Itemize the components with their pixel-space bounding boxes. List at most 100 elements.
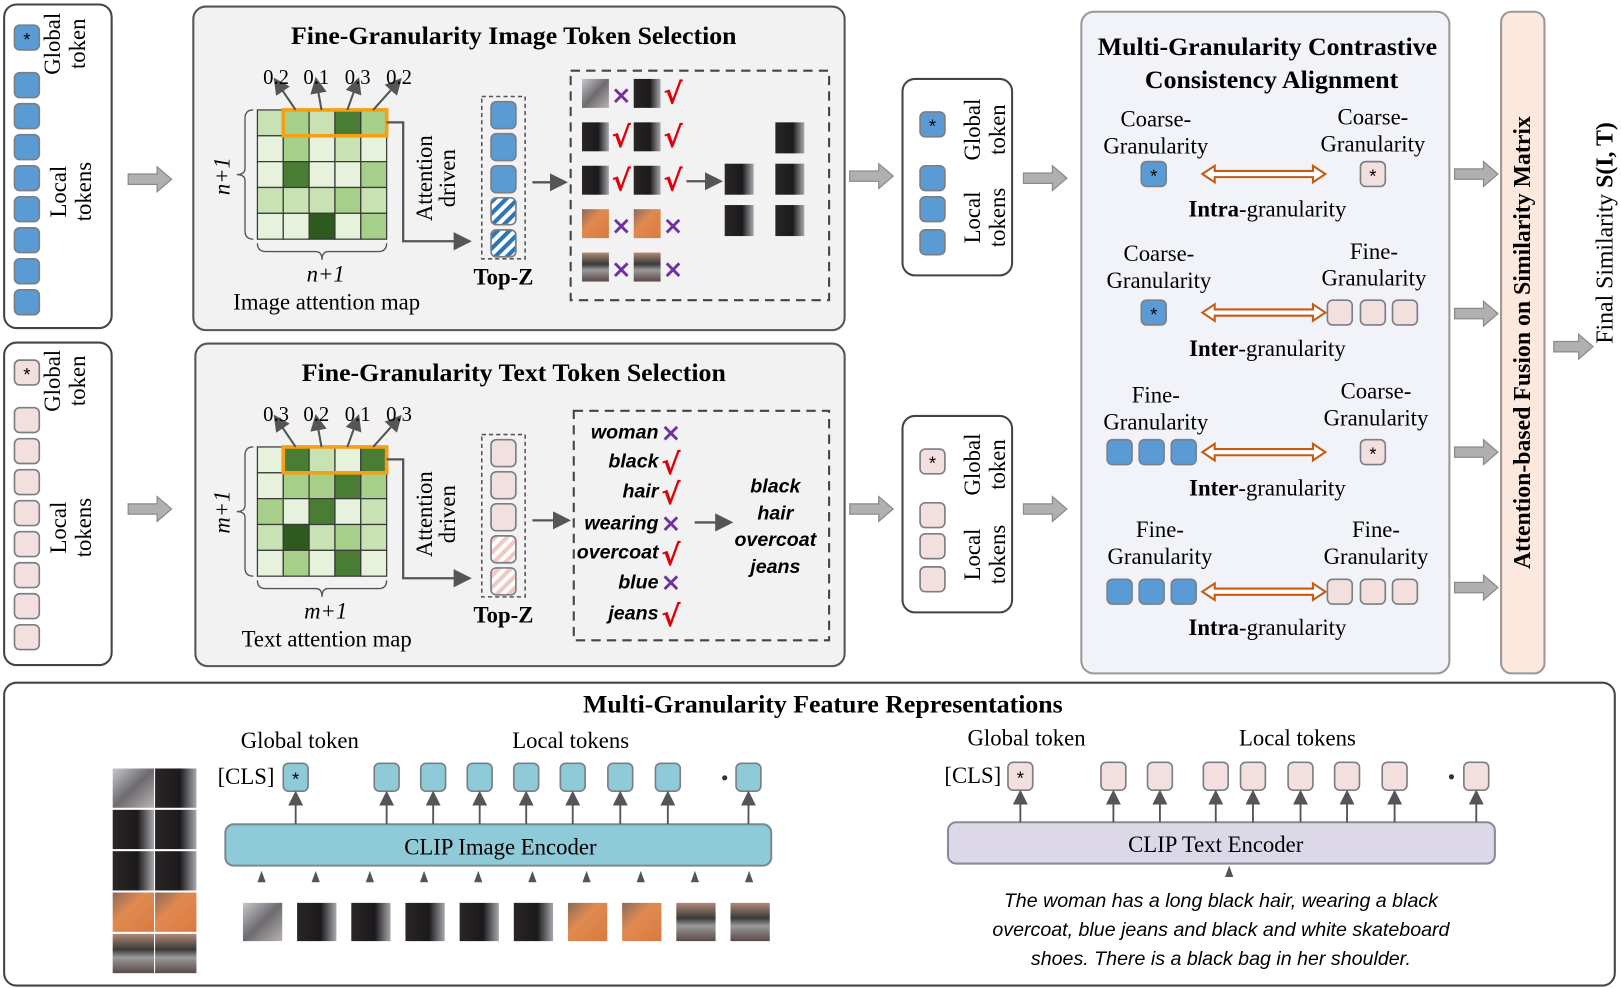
local-token <box>1287 761 1314 792</box>
score-arrow <box>273 414 297 448</box>
local-token <box>490 535 517 564</box>
attention-cell <box>360 161 388 189</box>
input-arrow-icon <box>1225 865 1234 878</box>
cls-label: [CLS] <box>218 764 275 789</box>
image-patch <box>112 892 155 932</box>
flow-arrow-icon <box>1022 164 1068 192</box>
granularity-label: Fine- <box>1350 239 1398 264</box>
attention-cell <box>360 109 388 137</box>
image-patch <box>582 78 609 108</box>
granularity-label: Granularity <box>1103 409 1208 434</box>
check-icon: √ <box>612 164 632 198</box>
image-patch <box>633 78 661 108</box>
attention-cell <box>360 523 388 551</box>
local-token <box>1202 761 1229 792</box>
input-arrow-icon <box>257 870 266 883</box>
word-token: jeans <box>605 603 658 625</box>
selected-word: overcoat <box>734 529 817 551</box>
selected-word: black <box>750 475 801 497</box>
image-patch <box>633 165 661 195</box>
local-token <box>735 762 762 793</box>
map-label: Text attention map <box>242 626 412 651</box>
image-patch <box>622 902 662 942</box>
image-patch <box>351 902 391 942</box>
global-token-label: Globaltoken <box>960 99 1010 161</box>
attention-cell <box>308 498 336 526</box>
granularity-label: Granularity <box>1108 544 1213 569</box>
score-label: 0.1 <box>345 404 371 426</box>
check-icon: √ <box>663 77 683 111</box>
clip-text-encoder <box>946 821 1496 865</box>
attention-cell <box>256 549 284 577</box>
flow-arrow-icon <box>127 495 173 523</box>
image-patch <box>405 902 445 942</box>
double-arrow-icon <box>1200 163 1328 185</box>
score-label: 0.1 <box>303 67 329 89</box>
cross-icon: × <box>661 509 682 538</box>
score-label: 0.2 <box>303 404 329 426</box>
global-token-label: Globaltoken <box>960 434 1010 496</box>
granularity-label: Coarse- <box>1120 106 1191 131</box>
input-arrow-icon <box>636 870 645 883</box>
image-patch <box>567 902 608 942</box>
attention-cell <box>282 523 310 551</box>
attention-cell <box>282 472 310 500</box>
local-tokens-label: Localtokens <box>960 188 1010 248</box>
check-icon: √ <box>663 120 683 154</box>
alignment-panel <box>1080 10 1451 675</box>
attention-cell <box>256 523 284 551</box>
asterisk-icon: * <box>23 29 30 50</box>
col-dimension-label: n+1 <box>307 262 345 287</box>
check-icon: √ <box>661 599 681 633</box>
topz-column <box>480 433 526 598</box>
attention-cell <box>360 135 388 163</box>
asterisk-icon: * <box>1150 304 1157 325</box>
attention-driven-arrow <box>386 121 472 251</box>
attention-cell <box>308 161 336 189</box>
image-patch <box>676 902 716 942</box>
granularity-label: Granularity <box>1324 405 1429 430</box>
score-arrow <box>273 77 297 111</box>
local-token <box>1146 761 1174 792</box>
word-token: hair <box>623 481 660 503</box>
word-token: black <box>608 451 659 473</box>
attention-cell <box>308 109 336 137</box>
clip-image-encoder-label: CLIP Image Encoder <box>404 834 597 859</box>
local-token <box>1239 761 1267 792</box>
image-patch <box>775 163 805 195</box>
caption-line: overcoat, blue jeans and black and white… <box>992 919 1450 941</box>
double-arrow-icon <box>1200 441 1328 463</box>
image-patch <box>459 902 499 942</box>
attention-cell <box>334 161 362 189</box>
local-token <box>919 229 946 256</box>
global-token-label: Globaltoken <box>40 350 90 412</box>
check-icon: √ <box>661 477 681 511</box>
fusion-label: Attention-based Fusion on Similarity Mat… <box>1510 116 1536 569</box>
attention-cell <box>334 498 362 526</box>
granularity-label: Coarse- <box>1338 104 1409 129</box>
clip-image-encoder <box>224 823 773 867</box>
image-patch <box>775 205 805 237</box>
word-token: overcoat <box>577 542 660 564</box>
local-token <box>490 164 517 194</box>
image-patch <box>155 809 197 850</box>
image-patch <box>730 902 770 942</box>
attention-cell <box>282 161 310 189</box>
attention-cell <box>308 186 336 214</box>
local-token <box>1463 761 1490 792</box>
global-token <box>1359 160 1387 188</box>
image-patch <box>155 892 197 932</box>
global-token <box>1140 299 1167 326</box>
feature-labels: Multi-Granularity Feature Representation… <box>218 690 1356 860</box>
asterisk-icon: * <box>1369 165 1376 186</box>
image-patch <box>155 851 197 891</box>
topz-column <box>480 95 526 260</box>
local-token <box>13 164 41 192</box>
image-patch <box>112 809 155 850</box>
local-token <box>490 438 517 468</box>
local-token <box>13 226 41 254</box>
attention-cell <box>282 212 310 240</box>
score-label: 0.2 <box>386 67 412 89</box>
row-dimension-label: n+1 <box>210 157 235 195</box>
score-arrow <box>310 413 327 448</box>
